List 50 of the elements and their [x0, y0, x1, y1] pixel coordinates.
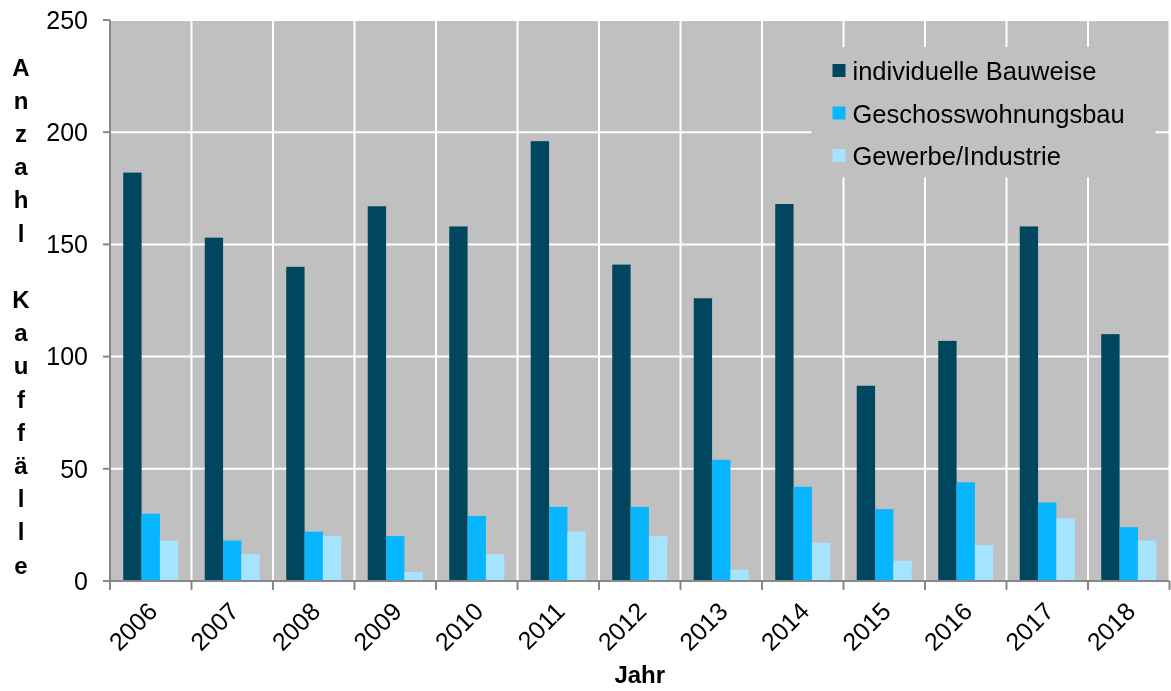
y-tick-label: 0	[74, 566, 88, 595]
y-tick-label: 150	[46, 230, 88, 259]
bar	[712, 459, 731, 581]
bar	[530, 141, 550, 581]
bar	[938, 340, 957, 581]
bar	[1038, 502, 1057, 581]
legend-label: Geschosswohnungsbau	[852, 99, 1125, 128]
bar	[204, 237, 224, 581]
bar	[811, 542, 831, 581]
bar	[1119, 527, 1138, 581]
legend-label: Gewerbe/Industrie	[852, 142, 1061, 170]
bar	[775, 204, 794, 581]
legend-label: individuelle Bauweise	[852, 57, 1097, 85]
bar	[322, 536, 342, 581]
bar	[730, 569, 749, 581]
bar	[367, 206, 387, 581]
bar	[956, 482, 975, 581]
bar	[1019, 226, 1039, 581]
bar	[304, 531, 323, 581]
bar	[404, 572, 423, 581]
y-tick-label: 250	[46, 5, 88, 34]
bar	[875, 509, 894, 581]
bar	[386, 536, 405, 581]
bar	[856, 385, 876, 581]
bar	[612, 264, 631, 581]
text: Anzahl Kauffälle	[12, 53, 30, 579]
bar	[1101, 334, 1120, 581]
bar	[467, 515, 486, 581]
bar	[793, 486, 812, 581]
bar	[648, 536, 668, 581]
y-tick-label: 100	[46, 342, 88, 371]
y-tick-label: 200	[46, 117, 88, 146]
bar	[1056, 518, 1075, 581]
bar	[549, 506, 568, 581]
bar	[241, 554, 260, 581]
bar	[630, 506, 649, 581]
bar	[223, 540, 242, 581]
x-axis-title: Jahr	[614, 661, 666, 688]
bar	[693, 298, 713, 581]
bar	[974, 545, 994, 581]
bar	[123, 172, 142, 581]
bar	[159, 540, 179, 581]
bar	[449, 226, 468, 581]
bar	[1137, 540, 1157, 581]
y-tick-label: 50	[60, 454, 88, 483]
bar	[893, 560, 912, 581]
bar	[286, 266, 305, 581]
bar	[141, 513, 160, 581]
bar	[485, 554, 505, 581]
bar	[567, 531, 586, 581]
